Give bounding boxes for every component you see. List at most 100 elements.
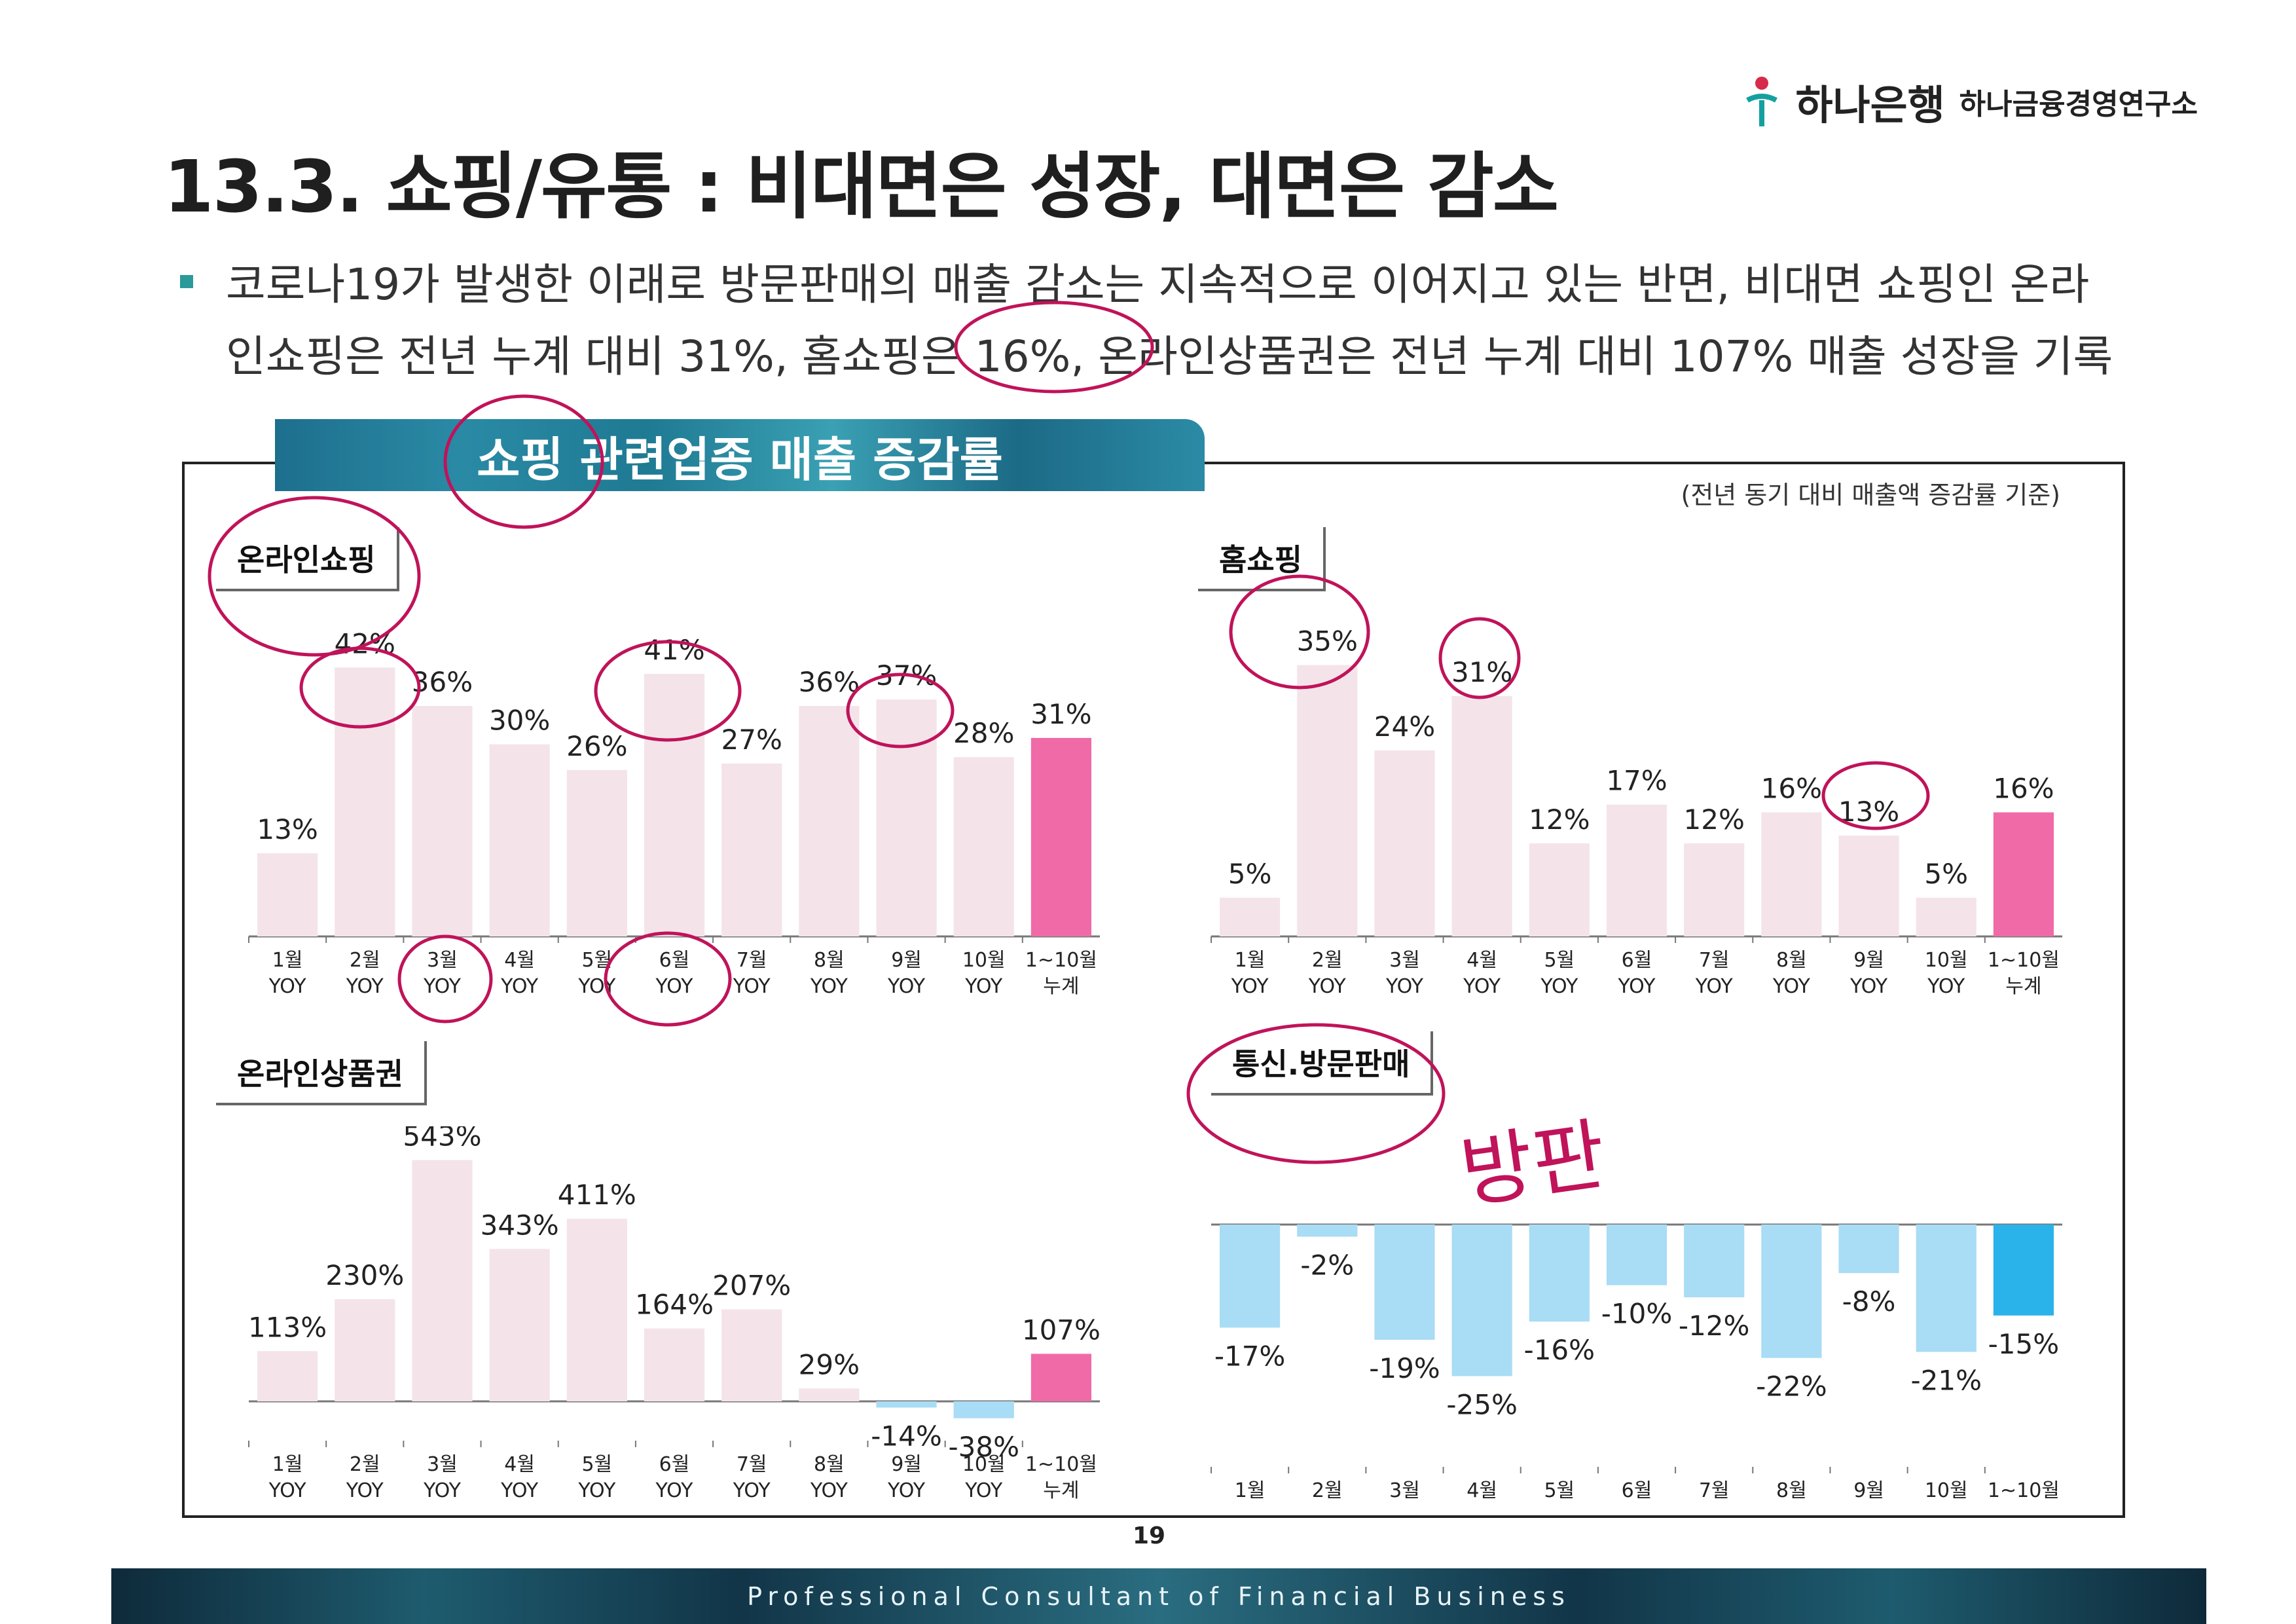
category-label-directsales-5: 6월: [1622, 1479, 1652, 1502]
category-label-directsales-6: 7월: [1699, 1479, 1730, 1502]
category-sublabel-online-2: YOY: [423, 975, 462, 998]
bar-giftcard-9: [953, 1401, 1014, 1418]
hana-logo-icon: [1745, 77, 1777, 126]
chart-direct-sales: -17% 1월 YOY -2% 2월 YOY -19% 3월 YOY -25% 4월 YOY -16% 5…: [1211, 1223, 2062, 1506]
category-label-homeshopping-3: 4월: [1467, 949, 1497, 972]
bar-giftcard-1: [335, 1299, 395, 1401]
category-sublabel-directsales-4: YOY: [1540, 1505, 1578, 1506]
value-label-online-9: 28%: [953, 717, 1014, 749]
bar-homeshopping-6: [1684, 843, 1745, 936]
category-sublabel-homeshopping-2: YOY: [1385, 975, 1424, 998]
value-label-directsales-2: -19%: [1369, 1352, 1440, 1384]
category-label-homeshopping-7: 8월: [1776, 949, 1807, 972]
bar-online-9: [953, 757, 1014, 936]
brand-logo: 하나은행 하나금융경영연구소: [1742, 72, 2198, 131]
category-sublabel-homeshopping-6: YOY: [1695, 975, 1734, 998]
value-label-giftcard-4: 411%: [558, 1179, 636, 1211]
category-label-giftcard-6: 7월: [737, 1453, 767, 1476]
value-label-giftcard-8: -14%: [871, 1420, 942, 1452]
category-label-directsales-1: 2월: [1312, 1479, 1343, 1502]
value-label-homeshopping-4: 12%: [1529, 803, 1590, 836]
bar-directsales-1: [1297, 1225, 1358, 1237]
bar-directsales-8: [1838, 1225, 1899, 1274]
category-label-directsales-2: 3월: [1389, 1479, 1420, 1502]
bar-homeshopping-2: [1374, 750, 1435, 936]
value-label-homeshopping-10: 16%: [1993, 773, 2054, 805]
page-title: 13.3. 쇼핑/유통 : 비대면은 성장, 대면은 감소: [164, 145, 1559, 229]
bar-homeshopping-3: [1451, 695, 1512, 936]
category-label-directsales-10: 1~10월: [1988, 1479, 2060, 1502]
summary-line-1: 코로나19가 발생한 이래로 방문판매의 매출 감소는 지속적으로 이어지고 있…: [226, 259, 2090, 310]
bar-directsales-9: [1916, 1225, 1977, 1352]
panel-title-giftcard: 온라인상품권: [216, 1041, 427, 1105]
category-sublabel-directsales-6: YOY: [1695, 1505, 1734, 1506]
category-sublabel-directsales-9: YOY: [1927, 1505, 1965, 1506]
value-label-directsales-8: -8%: [1842, 1285, 1896, 1318]
bar-online-8: [876, 699, 937, 936]
category-label-directsales-0: 1월: [1235, 1479, 1266, 1502]
bar-giftcard-6: [721, 1309, 782, 1401]
value-label-online-10: 31%: [1030, 698, 1091, 730]
category-label-online-7: 8월: [814, 949, 845, 972]
category-sublabel-giftcard-2: YOY: [423, 1479, 462, 1502]
bar-giftcard-4: [566, 1219, 627, 1401]
category-sublabel-giftcard-0: YOY: [268, 1479, 307, 1502]
value-label-online-0: 13%: [257, 813, 318, 845]
category-label-online-3: 4월: [504, 949, 535, 972]
category-label-online-10: 1~10월: [1025, 949, 1097, 972]
category-label-homeshopping-9: 10월: [1925, 949, 1968, 972]
chart-online-giftcard: 113% 1월 YOY 230% 2월 YOY 543% 3월 YOY 343% 4월 YOY 411%…: [248, 1126, 1101, 1502]
panel-title-homeshopping: 홈쇼핑: [1198, 527, 1326, 591]
value-label-directsales-1: -2%: [1300, 1249, 1354, 1282]
bullet-icon: [180, 275, 193, 288]
bar-online-7: [799, 706, 860, 936]
value-label-giftcard-3: 343%: [481, 1209, 559, 1241]
bar-giftcard-7: [799, 1388, 860, 1401]
bar-homeshopping-4: [1529, 843, 1590, 936]
category-sublabel-directsales-2: YOY: [1385, 1505, 1424, 1506]
summary-line-2: 인쇼핑은 전년 누계 대비 31%, 홈쇼핑은 16%, 온라인상품권은 전년 …: [226, 331, 2113, 382]
value-label-giftcard-2: 543%: [403, 1126, 481, 1153]
category-label-online-1: 2월: [350, 949, 380, 972]
category-sublabel-directsales-5: YOY: [1618, 1505, 1656, 1506]
category-sublabel-homeshopping-9: YOY: [1927, 975, 1965, 998]
value-label-directsales-9: -21%: [1910, 1364, 1982, 1396]
category-label-online-0: 1월: [272, 949, 303, 972]
bar-online-1: [335, 667, 395, 936]
category-label-homeshopping-10: 1~10월: [1988, 949, 2060, 972]
brand-institute: 하나금융경영연구소: [1959, 88, 2198, 121]
category-sublabel-directsales-1: YOY: [1308, 1505, 1347, 1506]
bar-giftcard-10: [1030, 1354, 1091, 1401]
bar-directsales-7: [1761, 1225, 1822, 1358]
bar-directsales-2: [1374, 1225, 1435, 1340]
category-sublabel-online-5: YOY: [655, 975, 694, 998]
category-sublabel-online-8: YOY: [887, 975, 926, 998]
category-sublabel-giftcard-9: YOY: [964, 1479, 1003, 1502]
category-label-online-4: 5월: [581, 949, 612, 972]
bar-online-4: [566, 769, 627, 936]
category-label-directsales-7: 8월: [1776, 1479, 1807, 1502]
value-label-homeshopping-0: 5%: [1228, 858, 1272, 890]
category-label-homeshopping-5: 6월: [1622, 949, 1652, 972]
category-sublabel-giftcard-10: 누계: [1043, 1479, 1079, 1502]
category-label-directsales-3: 4월: [1467, 1479, 1497, 1502]
bar-directsales-3: [1451, 1225, 1512, 1376]
bar-giftcard-8: [876, 1401, 937, 1408]
category-sublabel-giftcard-4: YOY: [577, 1479, 616, 1502]
bar-online-10: [1030, 737, 1091, 936]
bar-giftcard-3: [489, 1249, 550, 1401]
value-label-directsales-5: -10%: [1601, 1298, 1673, 1330]
category-label-homeshopping-4: 5월: [1544, 949, 1575, 972]
category-sublabel-homeshopping-4: YOY: [1540, 975, 1578, 998]
value-label-online-5: 41%: [644, 634, 704, 666]
value-label-giftcard-9: -38%: [948, 1431, 1019, 1463]
handwritten-note: 방판: [1455, 1109, 1612, 1220]
category-label-homeshopping-0: 1월: [1235, 949, 1266, 972]
category-label-giftcard-7: 8월: [814, 1453, 845, 1476]
value-label-giftcard-5: 164%: [635, 1289, 714, 1321]
value-label-online-8: 37%: [876, 659, 937, 692]
category-label-giftcard-3: 4월: [504, 1453, 535, 1476]
category-sublabel-online-4: YOY: [577, 975, 616, 998]
category-label-directsales-9: 10월: [1925, 1479, 1968, 1502]
value-label-giftcard-6: 207%: [712, 1270, 791, 1302]
